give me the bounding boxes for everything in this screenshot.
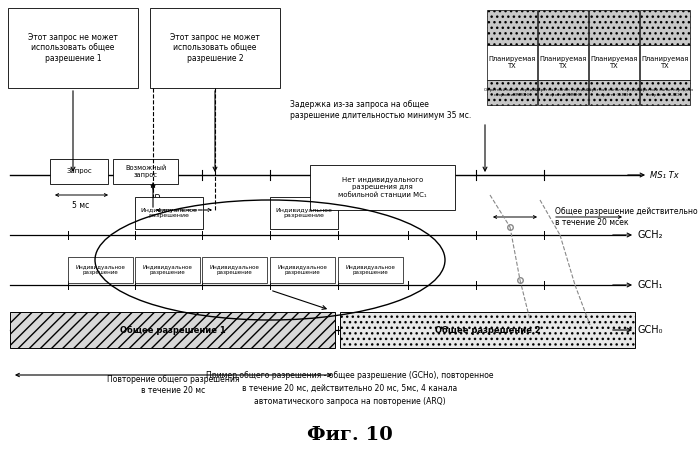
Text: Индивидуальное
разрешение: Индивидуальное разрешение xyxy=(210,265,259,276)
Bar xyxy=(270,257,335,283)
Text: Индивидуальное
разрешение: Индивидуальное разрешение xyxy=(75,265,125,276)
Bar xyxy=(135,257,200,283)
Text: Планируемая
TX: Планируемая TX xyxy=(591,56,637,69)
Text: Планируемая
TX: Планируемая TX xyxy=(641,56,689,69)
Text: Индивидуальное
разрешение: Индивидуальное разрешение xyxy=(143,265,192,276)
Text: автоматического запроса на повторение (ARQ): автоматического запроса на повторение (A… xyxy=(254,396,446,405)
Text: Запрос: Запрос xyxy=(66,169,92,175)
Bar xyxy=(338,257,403,283)
Text: Повторение общего разрешения
в течение 20 мс: Повторение общего разрешения в течение 2… xyxy=(107,375,239,395)
Text: GCH₁: GCH₁ xyxy=(637,280,663,290)
Bar xyxy=(640,80,690,105)
Text: $D_{req\_grant}$: $D_{req\_grant}$ xyxy=(153,193,190,207)
Text: Планируемая
TX: Планируемая TX xyxy=(540,56,586,69)
Text: Этот запрос не может
использовать общее
разрешение 2: Этот запрос не может использовать общее … xyxy=(170,33,260,63)
Bar xyxy=(135,197,203,229)
Bar xyxy=(68,257,133,283)
Text: в течение 20 мс, действительно 20 мс, 5мс, 4 канала: в течение 20 мс, действительно 20 мс, 5м… xyxy=(243,383,458,392)
Bar xyxy=(150,8,280,88)
Bar xyxy=(10,312,335,348)
Bar xyxy=(270,197,338,229)
Bar xyxy=(538,45,588,80)
Text: Индивидуальное
разрешение: Индивидуальное разрешение xyxy=(278,265,327,276)
Bar xyxy=(113,159,178,184)
Text: Индивидуальное
разрешение: Индивидуальное разрешение xyxy=(275,207,333,218)
Text: Задержка из-за запроса на общее
разрешение длительностью минимум 35 мс.: Задержка из-за запроса на общее разрешен… xyxy=(290,100,471,120)
Bar xyxy=(589,80,639,105)
Text: GCH₂: GCH₂ xyxy=(637,230,663,240)
Text: Общее разрешение 2: Общее разрешение 2 xyxy=(435,326,540,335)
Text: Возможный
запрос: Возможный запрос xyxy=(125,165,166,178)
Text: Индивидуальное
разрешение: Индивидуальное разрешение xyxy=(140,207,197,218)
Bar xyxy=(50,159,108,184)
Bar xyxy=(640,10,690,45)
Bar xyxy=(538,10,588,45)
Text: Общее разрешение 1: Общее разрешение 1 xyxy=(120,326,225,335)
Text: Общее разрешение действительно
в течение 20 мсек: Общее разрешение действительно в течение… xyxy=(555,207,698,227)
Text: Фиг. 10: Фиг. 10 xyxy=(307,426,393,444)
Bar xyxy=(640,45,690,80)
Text: Этот запрос не может
использовать общее
разрешение 1: Этот запрос не может использовать общее … xyxy=(28,33,118,63)
Text: Обратный канал передачи
скорости (R-RCH): Обратный канал передачи скорости (R-RCH) xyxy=(637,88,693,97)
Text: Обратный канал передачи
скорости (R-RCH): Обратный канал передачи скорости (R-RCH) xyxy=(535,88,591,97)
Bar xyxy=(310,165,455,210)
Bar xyxy=(487,45,537,80)
Text: GCH₀: GCH₀ xyxy=(637,325,663,335)
Bar xyxy=(589,10,639,45)
Text: MS₁ Tx: MS₁ Tx xyxy=(650,170,679,179)
Text: Пример общего разрешения - общее разрешение (GCHo), повторенное: Пример общего разрешения - общее разреше… xyxy=(206,371,493,379)
Bar xyxy=(487,80,537,105)
Text: Индивидуальное
разрешение: Индивидуальное разрешение xyxy=(345,265,396,276)
Bar xyxy=(340,312,635,348)
Bar xyxy=(202,257,267,283)
Text: Обратный канал передачи
скорости (R-RCH): Обратный канал передачи скорости (R-RCH) xyxy=(586,88,642,97)
Text: Нет индивидуального
разрешения для
мобильной станции MC₁: Нет индивидуального разрешения для мобил… xyxy=(338,177,427,198)
Text: 5 мс: 5 мс xyxy=(73,201,89,210)
Bar xyxy=(8,8,138,88)
Text: Обратный канал передачи
скорости (R-RCH): Обратный канал передачи скорости (R-RCH) xyxy=(484,88,540,97)
Text: Планируемая
TX: Планируемая TX xyxy=(489,56,535,69)
Bar xyxy=(487,10,537,45)
Bar xyxy=(589,45,639,80)
Bar xyxy=(538,80,588,105)
